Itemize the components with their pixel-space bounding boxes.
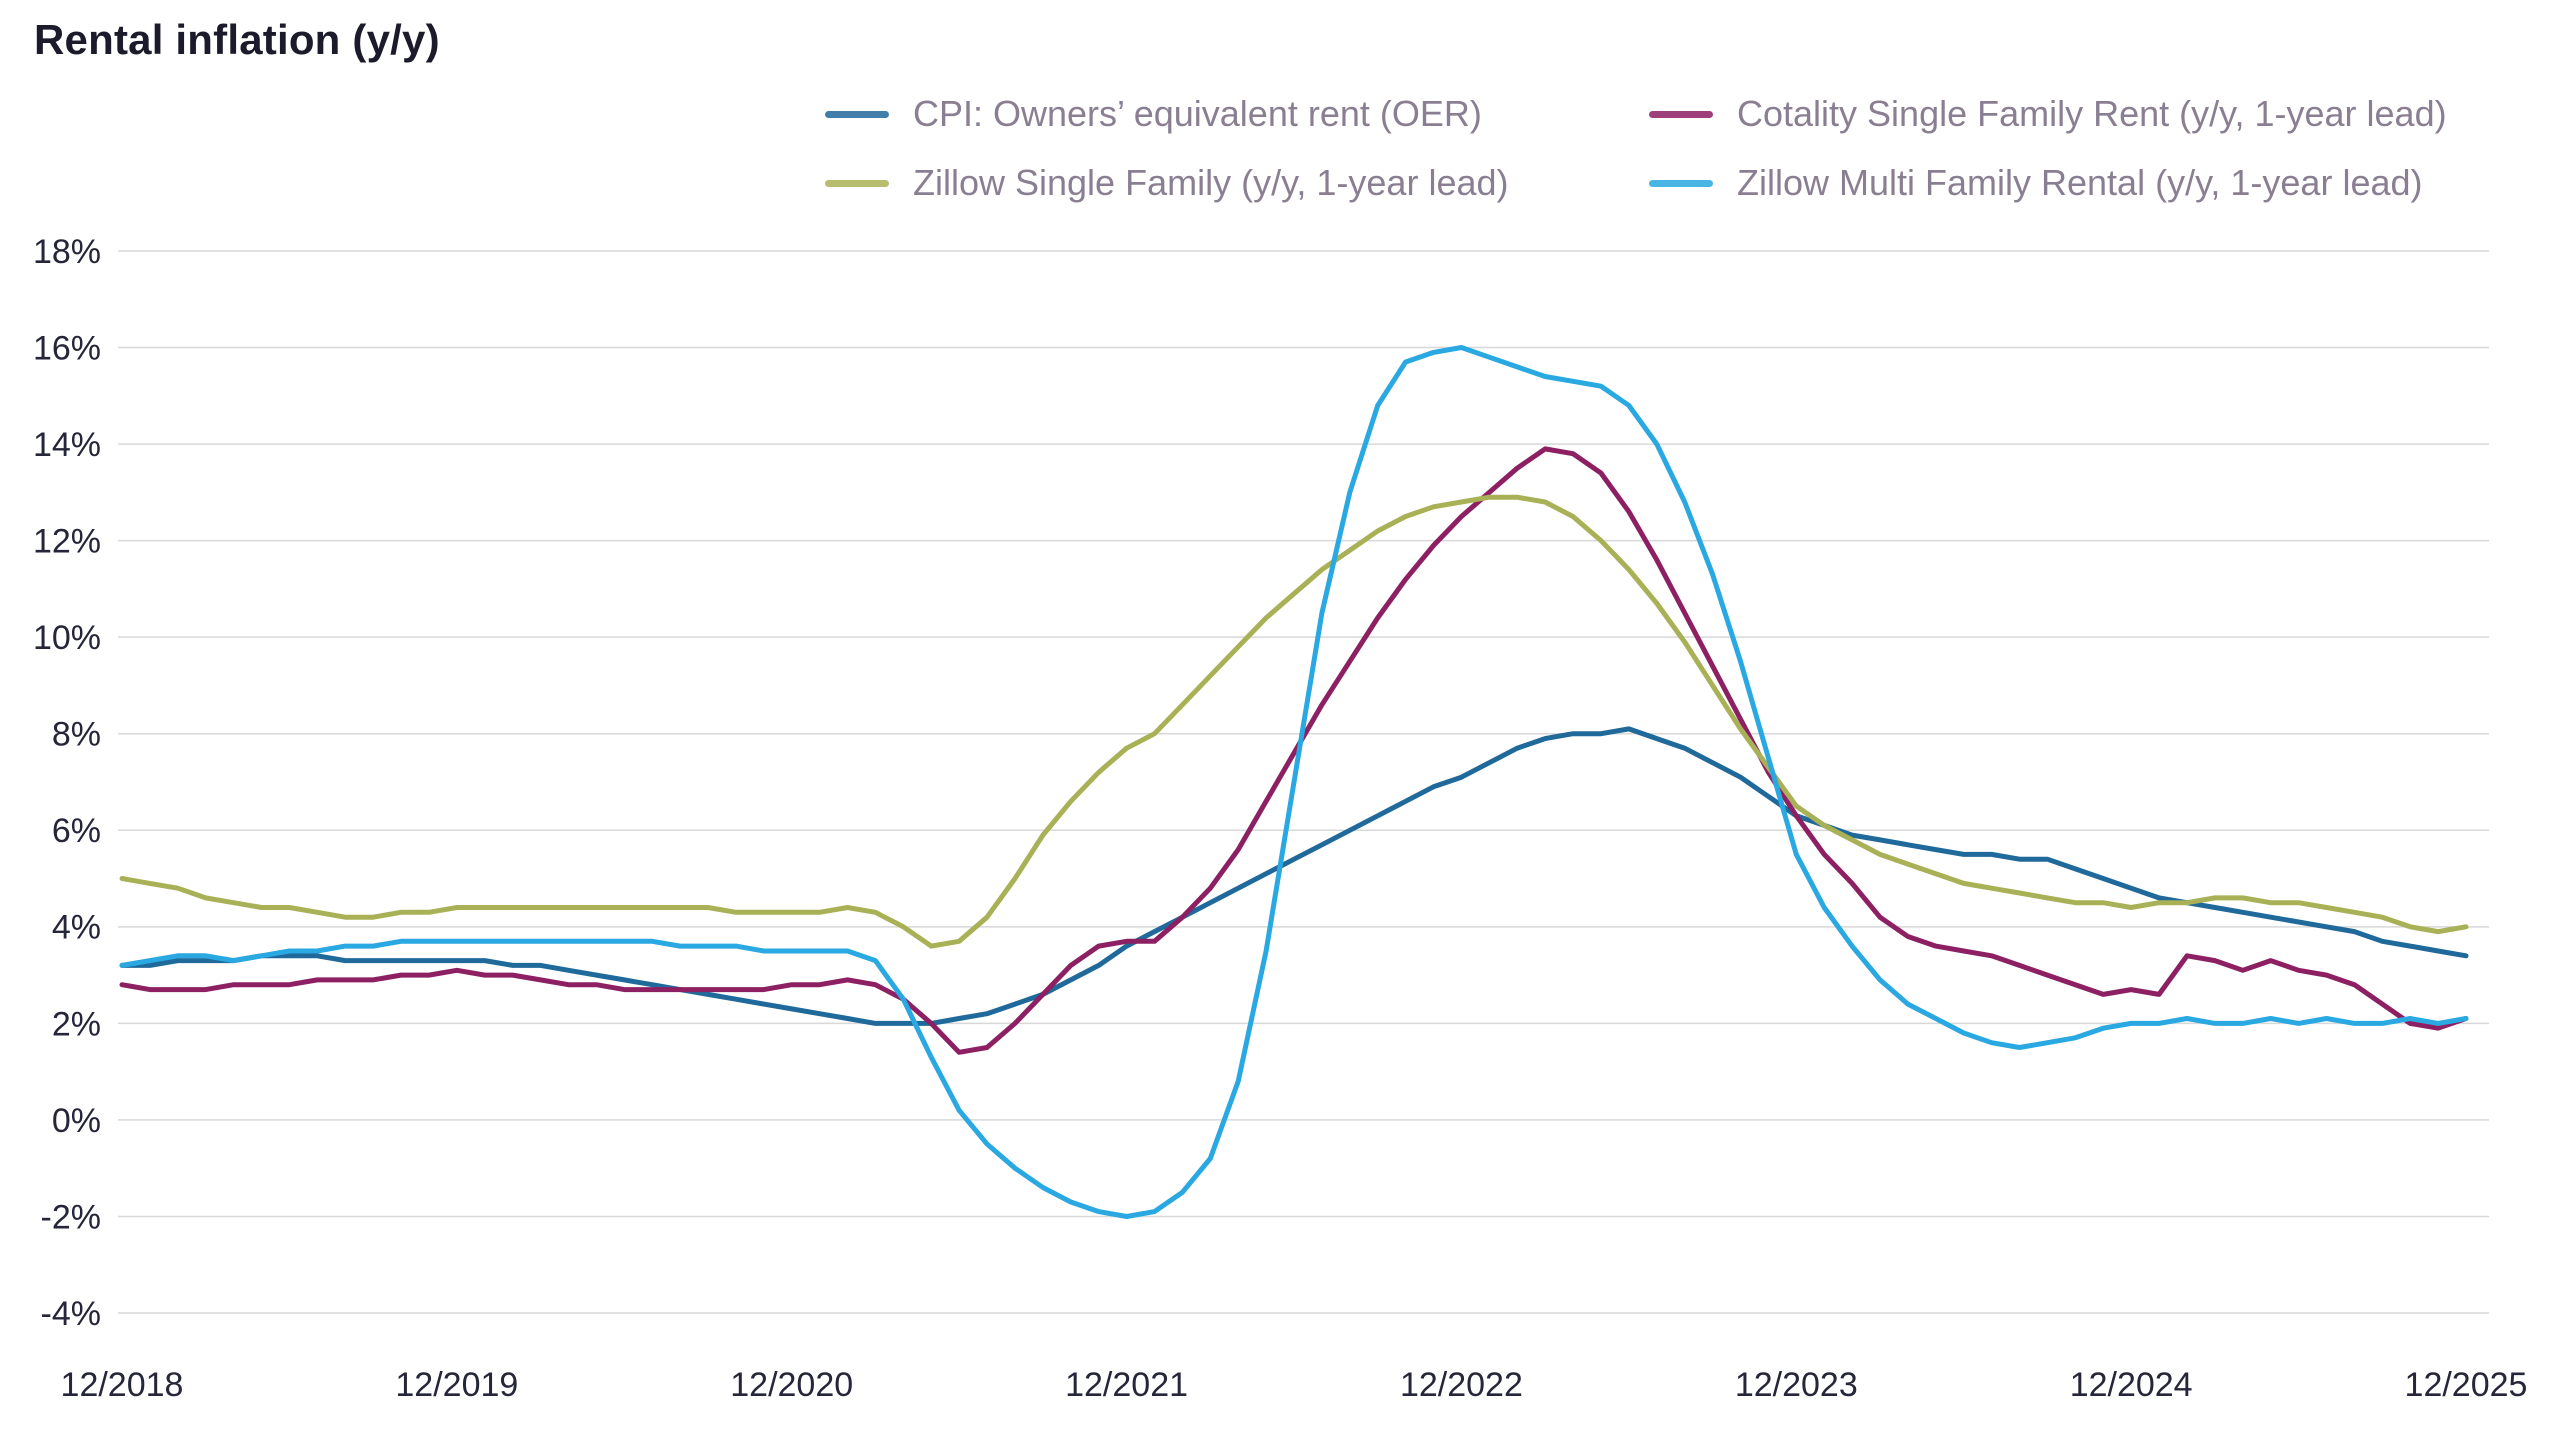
x-axis-labels: 12/2018 12/2019 12/2020 12/2021 12/2022 12/20… xyxy=(61,1366,2528,1404)
legend-item-zillow-mf: Zillow Multi Family Rental (y/y, 1-year … xyxy=(1649,162,2423,204)
y-axis-tick-label: 12% xyxy=(33,523,101,561)
legend-swatch-oer xyxy=(825,110,889,118)
y-axis-tick-label: 16% xyxy=(33,329,101,367)
x-axis-tick-label: 12/2024 xyxy=(2070,1366,2193,1404)
y-axis-tick-label: 0% xyxy=(52,1102,101,1140)
legend-label-zillow-sf: Zillow Single Family (y/y, 1-year lead) xyxy=(913,162,1509,203)
y-axis-tick-label: 14% xyxy=(33,426,101,464)
series-line-oer xyxy=(119,726,2469,1026)
y-axis-tick-label: -4% xyxy=(41,1295,101,1333)
x-axis-tick-label: 12/2025 xyxy=(2405,1366,2528,1404)
y-axis-tick-label: 18% xyxy=(33,233,101,271)
x-axis-tick-label: 12/2021 xyxy=(1065,1366,1188,1404)
legend-label-cotality-sfr: Cotality Single Family Rent (y/y, 1-year… xyxy=(1737,93,2447,134)
y-axis-tick-label: -2% xyxy=(41,1198,101,1236)
legend-swatch-zillow-mf xyxy=(1649,179,1713,187)
y-axis-labels: 18% 16% 14% 12% 10% 8% 6% 4% 2% 0% -2% -4% xyxy=(33,233,101,1333)
legend-item-zillow-sf: Zillow Single Family (y/y, 1-year lead) xyxy=(825,162,1509,204)
y-axis-tick-label: 6% xyxy=(52,812,101,850)
x-axis-tick-label: 12/2023 xyxy=(1735,1366,1858,1404)
y-axis-tick-label: 4% xyxy=(52,909,101,947)
x-axis-tick-label: 12/2019 xyxy=(395,1366,518,1404)
series-line-zillow-sf xyxy=(119,494,2469,949)
gridlines xyxy=(118,250,2489,1314)
series-line-zillow-mf xyxy=(119,345,2469,1219)
legend-item-oer: CPI: Owners’ equivalent rent (OER) xyxy=(825,93,1482,135)
legend-swatch-zillow-sf xyxy=(825,179,889,187)
legend-swatch-cotality-sfr xyxy=(1649,110,1713,118)
y-axis-tick-label: 8% xyxy=(52,716,101,754)
legend-label-oer: CPI: Owners’ equivalent rent (OER) xyxy=(913,93,1482,134)
x-axis-tick-label: 12/2018 xyxy=(61,1366,184,1404)
y-axis-tick-label: 2% xyxy=(52,1005,101,1043)
y-axis-tick-label: 10% xyxy=(33,619,101,657)
x-axis-tick-label: 12/2022 xyxy=(1400,1366,1523,1404)
legend-label-zillow-mf: Zillow Multi Family Rental (y/y, 1-year … xyxy=(1737,162,2423,203)
series-line-cotality-sfr xyxy=(119,446,2469,1055)
chart-title: Rental inflation (y/y) xyxy=(34,16,440,63)
x-axis-tick-label: 12/2020 xyxy=(730,1366,853,1404)
legend-item-cotality-sfr: Cotality Single Family Rent (y/y, 1-year… xyxy=(1649,93,2447,135)
